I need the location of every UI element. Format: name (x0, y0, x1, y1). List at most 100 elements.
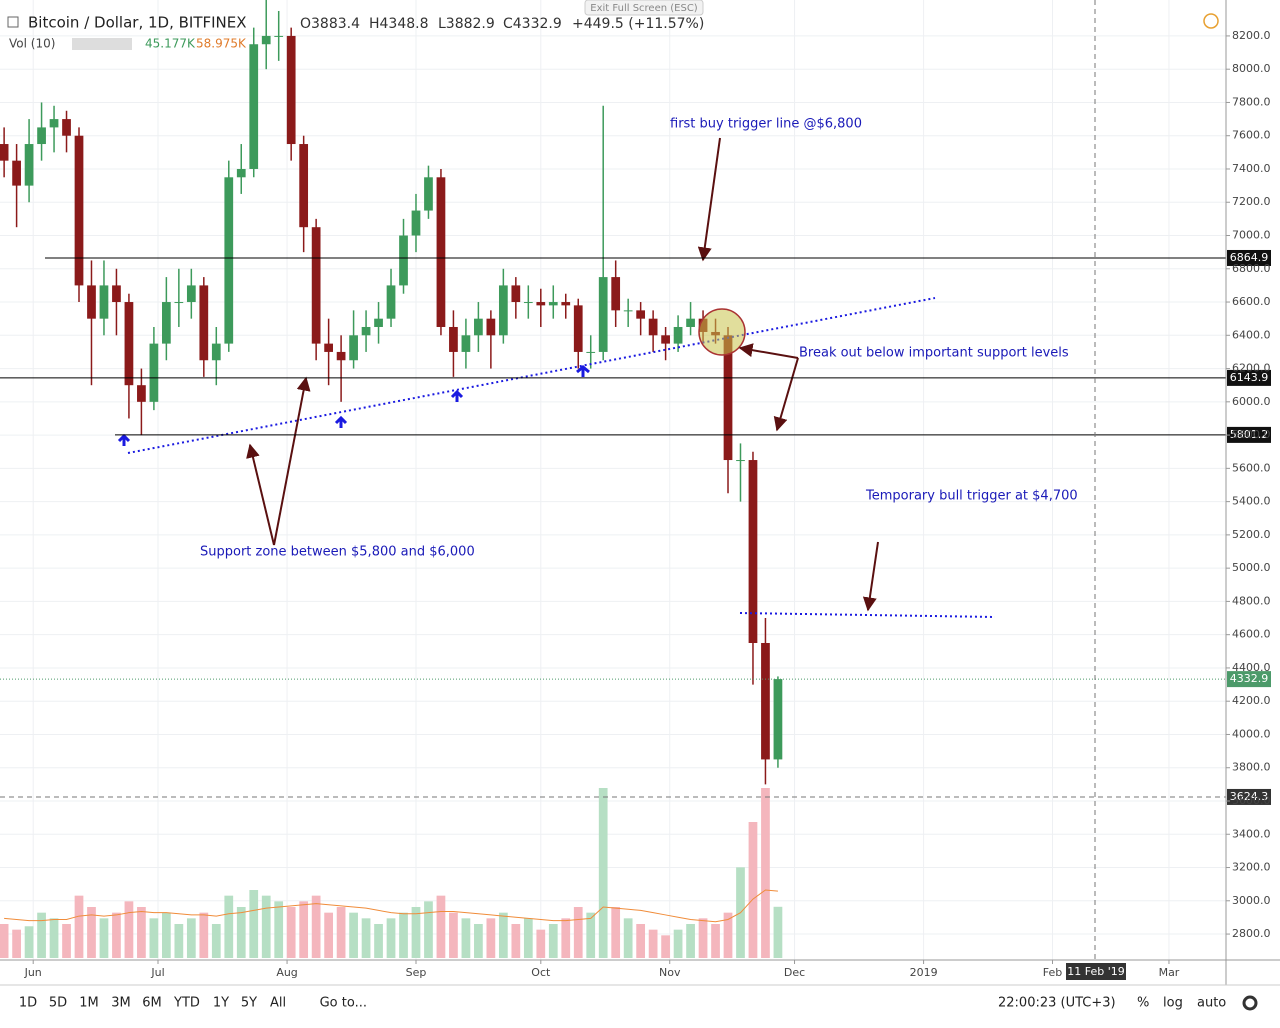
candle-body (311, 227, 321, 344)
candle-body (336, 351, 346, 361)
volume-ma-value: 58.975K (196, 37, 247, 51)
range-button[interactable]: 6M (142, 996, 162, 1011)
candle-body (324, 343, 333, 352)
y-tick-label: 5400.0 (1232, 495, 1271, 508)
volume-bar (573, 907, 583, 958)
volume-bar (474, 924, 483, 958)
support-arrows (117, 365, 590, 446)
auto-toggle[interactable]: auto (1197, 996, 1226, 1011)
y-tick-label: 2800.0 (1232, 927, 1271, 940)
indicator-buttons[interactable] (72, 38, 132, 50)
volume-bar (636, 924, 646, 958)
candle-body (548, 302, 558, 306)
x-tick-label: Feb (1043, 966, 1062, 979)
candle-body (224, 177, 234, 344)
candle-body (211, 343, 221, 361)
candle-body (74, 135, 84, 286)
volume-bar (87, 907, 96, 958)
volume-bar (486, 918, 496, 958)
range-button[interactable]: 1D (19, 996, 37, 1011)
y-tick-label: 7000.0 (1232, 229, 1271, 242)
candles (0, 0, 783, 785)
alert-icon[interactable] (1203, 13, 1219, 29)
volume-bar (511, 924, 521, 958)
candle-body (461, 335, 471, 352)
candle-body (374, 318, 383, 327)
exit-label[interactable]: Exit Full Screen (ESC) (590, 3, 698, 14)
candle-body (523, 302, 533, 304)
candle-body (424, 177, 433, 211)
ohlc-close: C4332.9 (503, 16, 562, 32)
range-button[interactable]: All (270, 996, 286, 1011)
candle-body (162, 302, 171, 344)
arrows (246, 137, 879, 612)
range-button[interactable]: 1Y (213, 996, 229, 1011)
candle-body (673, 326, 683, 344)
clock: 22:00:23 (UTC+3) (998, 996, 1116, 1011)
candle-body (686, 318, 695, 327)
settings-icon[interactable] (1242, 995, 1258, 1011)
volume-bar (349, 912, 358, 958)
candle-body (349, 335, 358, 361)
volume-bar (311, 895, 321, 958)
y-tick-label: 5000.0 (1232, 561, 1271, 574)
candle-body (536, 302, 546, 306)
goto[interactable]: Go to... (320, 996, 367, 1011)
range-button[interactable]: 1M (79, 996, 99, 1011)
exit-button[interactable] (584, 0, 704, 16)
candle-body (386, 285, 396, 319)
volume-bar (274, 901, 284, 958)
volume-bar (436, 895, 446, 958)
volume-bar (686, 924, 695, 958)
candle-body (124, 302, 134, 386)
y-tick-label: 4400.0 (1232, 661, 1271, 674)
volume-bar (673, 929, 683, 958)
volume-bar (199, 912, 209, 958)
volume-bar (586, 912, 596, 958)
toolbar: Go to... 22:00:23 (UTC+3) % log auto 1D 5… (19, 995, 1258, 1011)
volume-bar (224, 895, 234, 958)
volume-bar (211, 924, 221, 958)
y-tick-label: 4200.0 (1232, 694, 1271, 707)
highlight-circle (698, 308, 746, 356)
candle-body (99, 285, 109, 319)
symbol: Bitcoin / Dollar, 1D, BITFINEX (28, 14, 247, 32)
percent-toggle[interactable]: % (1137, 996, 1149, 1011)
level-label: 5801.2 (1230, 428, 1269, 441)
level-label: 6143.9 (1230, 371, 1269, 384)
volume-bar (424, 901, 433, 958)
candle-body (149, 343, 159, 402)
range-button[interactable]: 5Y (241, 996, 257, 1011)
level-badge (1227, 369, 1271, 386)
range-button[interactable]: 5D (49, 996, 67, 1011)
volume-bar (124, 901, 134, 958)
overlay: 6864.9 6143.9 5801.2 4332.9 3624.3 11 Feb '19 (0, 0, 1271, 980)
log-toggle[interactable]: log (1163, 996, 1183, 1011)
volume-bar (661, 935, 670, 958)
ohlc-high: H4348.8 (369, 16, 429, 32)
volume-bar (137, 907, 146, 958)
collapse-icon[interactable] (7, 16, 19, 28)
candle-body (449, 326, 458, 352)
range-button[interactable]: YTD (173, 996, 200, 1011)
volume-bar (698, 918, 708, 958)
candle-body (661, 335, 670, 344)
range-button[interactable]: 3M (111, 996, 131, 1011)
crosshair-date-badge (1066, 963, 1126, 980)
volume-bar (361, 918, 371, 958)
volume-bar (536, 929, 546, 958)
volume-bar (149, 918, 159, 958)
candle-body (586, 351, 596, 353)
candle-body (411, 210, 421, 236)
candle-body (24, 144, 34, 186)
volume-bar (411, 907, 421, 958)
x-tick-label: 2019 (910, 966, 938, 979)
volume-ma-line (4, 889, 778, 923)
candle-body (598, 277, 608, 352)
volume-bar (299, 901, 309, 958)
candle-body (399, 235, 408, 286)
candle-body (236, 168, 246, 178)
candle-body (137, 385, 146, 402)
y-tick-label: 6000.0 (1232, 395, 1271, 408)
volume-bar (498, 912, 508, 958)
